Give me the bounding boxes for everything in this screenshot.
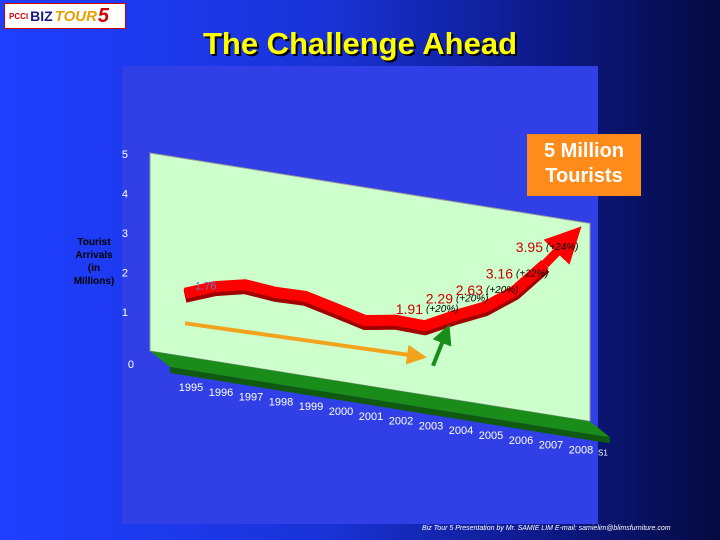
- x-tick-label: 2002: [389, 416, 413, 428]
- x-tick-label: 2003: [419, 420, 443, 432]
- x-tick-label: 2000: [329, 406, 353, 418]
- decline-arrow: [184, 321, 427, 365]
- five-million-callout: 5 Million Tourists: [527, 134, 641, 196]
- y-tick-label: 5: [122, 149, 128, 161]
- footer-credit: Biz Tour 5 Presentation by Mr. SAMIE LIM…: [422, 525, 671, 532]
- x-tick-label: 2007: [539, 440, 563, 452]
- growth-label: (+24%): [546, 242, 579, 253]
- x-tick-label: 2006: [509, 435, 533, 447]
- data-label: 1.91: [396, 301, 423, 317]
- chart-floor-top: [150, 351, 610, 438]
- x-tick-label: 1996: [209, 387, 233, 399]
- y-tick-label: 4: [122, 188, 128, 200]
- growth-label: (+20%): [426, 304, 459, 315]
- data-label: 3.95: [516, 239, 543, 255]
- x-tick-label: 2001: [359, 411, 383, 423]
- series-line-s1: [183, 260, 549, 332]
- x-tick-label: 2004: [449, 425, 473, 437]
- chart-floor-front: [170, 367, 610, 444]
- bizour5-logo: PCCI BIZ TOUR 5: [4, 3, 126, 29]
- x-tick-label: 1999: [299, 401, 323, 413]
- y-tick-label: 0: [128, 359, 134, 371]
- recovery-arrow: [431, 324, 452, 367]
- x-tick-label: 1995: [179, 382, 203, 394]
- y-tick-label: 2: [122, 268, 128, 280]
- logo-pcci-text: PCCI: [9, 11, 29, 21]
- y-tick-label: 1: [122, 307, 128, 319]
- data-label: 1.76: [195, 280, 216, 292]
- x-tick-label: 2008: [569, 444, 593, 456]
- logo-biz-text: BIZ: [30, 8, 53, 24]
- logo-tour-text: TOUR: [54, 7, 97, 25]
- data-label: 2.29: [426, 291, 453, 307]
- x-tick-label: 2005: [479, 430, 503, 442]
- data-label: 2.63: [456, 282, 483, 298]
- growth-label: (+22%): [516, 269, 549, 280]
- y-axis-label: Tourist Arrivals (in Millions): [73, 237, 115, 287]
- y-tick-label: 3: [122, 228, 128, 240]
- series-label: S1: [598, 448, 608, 457]
- x-tick-label: 1997: [239, 392, 263, 404]
- slide-title: The Challenge Ahead: [202, 26, 518, 61]
- logo-five-text: 5: [97, 4, 110, 27]
- x-tick-label: 1998: [269, 396, 293, 408]
- data-label: 3.16: [486, 266, 513, 282]
- growth-label: (+20%): [486, 285, 519, 296]
- series-arrowhead: [541, 226, 582, 268]
- growth-label: (+20%): [456, 294, 489, 305]
